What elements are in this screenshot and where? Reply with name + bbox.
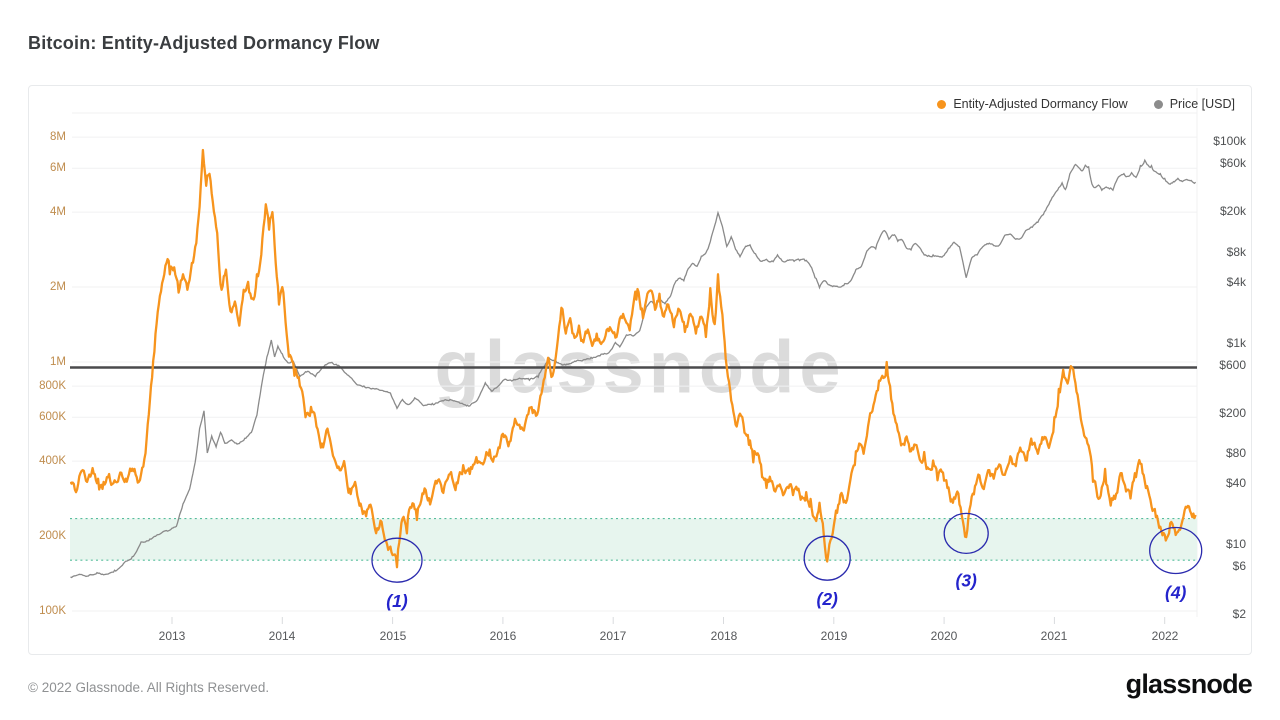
x-axis-year-label: 2013	[158, 629, 186, 643]
right-axis-tick-label: $8k	[1226, 245, 1246, 259]
right-axis-tick-label: $80	[1225, 446, 1246, 460]
right-axis-tick-label: $6	[1232, 559, 1246, 573]
legend-item-price-usd[interactable]: Price [USD]	[1153, 97, 1235, 111]
left-axis-tick-label: 400K	[39, 455, 66, 467]
left-axis-tick-label: 800K	[39, 380, 66, 392]
left-axis-tick-label: 2M	[50, 281, 66, 293]
right-axis-tick-label: $2	[1232, 607, 1246, 621]
x-axis-year-label: 2022	[1151, 629, 1179, 643]
right-axis-tick-label: $1k	[1226, 336, 1246, 350]
glassnode-logo: glassnode	[1125, 669, 1253, 699]
left-axis-tick-label: 600K	[39, 411, 66, 423]
x-axis-year-label: 2015	[379, 629, 407, 643]
left-axis-tick-label: 200K	[39, 530, 66, 542]
x-axis-year-label: 2016	[489, 629, 517, 643]
left-axis-tick-label: 6M	[50, 162, 66, 174]
right-axis-tick-label: $10	[1225, 537, 1246, 551]
x-axis-year-label: 2018	[710, 629, 738, 643]
x-axis-year-label: 2020	[930, 629, 958, 643]
chart-legend: Entity-Adjusted Dormancy Flow Price [USD…	[937, 97, 1235, 111]
dormancy-flow-legend-dot-icon	[937, 99, 947, 109]
right-axis-tick-label: $100k	[1213, 134, 1246, 148]
page-title: Bitcoin: Entity-Adjusted Dormancy Flow	[28, 33, 380, 53]
x-axis-year-label: 2017	[599, 629, 627, 643]
copyright-text: © 2022 Glassnode. All Rights Reserved.	[28, 680, 270, 695]
left-axis-tick-label: 4M	[50, 206, 66, 218]
glassnode-watermark: glassnode	[434, 325, 846, 409]
x-axis-year-label: 2019	[820, 629, 848, 643]
right-axis-tick-label: $20k	[1219, 204, 1246, 218]
left-axis-tick-label: 100K	[39, 605, 66, 617]
legend-item-dormancy-flow[interactable]: Entity-Adjusted Dormancy Flow	[937, 97, 1128, 111]
x-axis-year-label: 2014	[268, 629, 296, 643]
left-axis-tick-label: 1M	[50, 356, 66, 368]
right-axis-tick-label: $200	[1219, 406, 1246, 420]
right-axis-tick-label: $4k	[1226, 275, 1246, 289]
right-axis-tick-label: $600	[1219, 358, 1246, 372]
left-axis-tick-label: 8M	[50, 131, 66, 143]
price-usd-legend-dot-icon	[1153, 99, 1163, 109]
right-axis-tick-label: $40	[1225, 476, 1246, 490]
right-axis-tick-label: $60k	[1219, 156, 1246, 170]
x-axis-year-label: 2021	[1040, 629, 1068, 643]
legend-label: Price [USD]	[1169, 97, 1235, 111]
legend-label: Entity-Adjusted Dormancy Flow	[953, 97, 1128, 111]
